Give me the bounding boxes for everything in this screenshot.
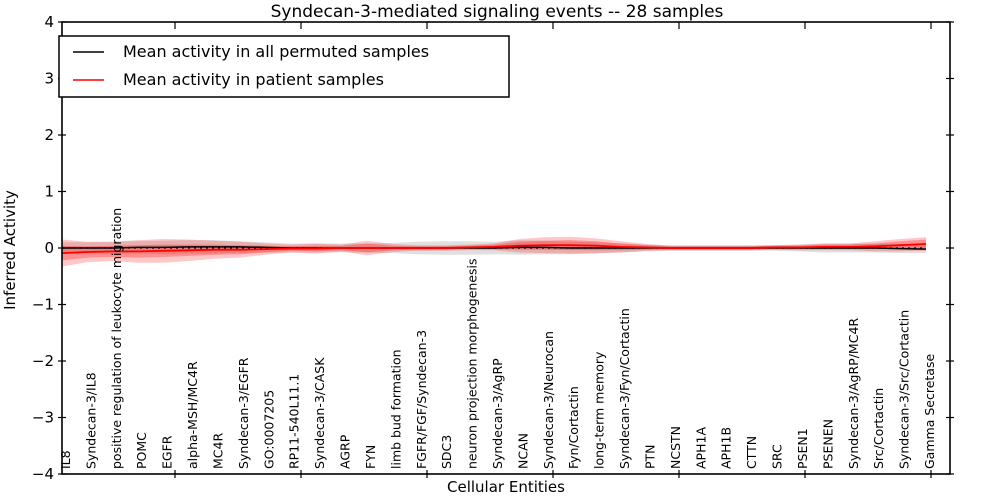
x-tick-label: CTTN <box>744 436 759 469</box>
y-tick-label: −2 <box>32 352 54 370</box>
x-tick-label: neuron projection morphogenesis <box>465 258 480 469</box>
mean-lines <box>61 243 927 254</box>
y-tick-label: −1 <box>32 296 54 314</box>
y-tick-label: 0 <box>44 239 54 257</box>
x-tick-label: Syndecan-3/IL8 <box>83 372 98 469</box>
legend-box <box>58 35 510 98</box>
y-axis-label: Inferred Activity <box>1 190 19 310</box>
x-axis-label: Cellular Entities <box>447 478 565 496</box>
x-tick-label: Syndecan-3/AgRP/MC4R <box>846 318 861 469</box>
x-tick-label: GO:0007205 <box>261 390 276 469</box>
x-tick-label: RP11-540L11.1 <box>287 374 302 469</box>
x-tick-label: PTN <box>643 444 658 469</box>
plot-frame <box>61 21 951 475</box>
confidence-bands <box>62 236 926 267</box>
x-tick-label: Src/Cortactin <box>871 388 886 469</box>
x-tick-label: positive regulation of leukocyte migrati… <box>109 208 124 469</box>
x-tick-label: POMC <box>134 432 149 469</box>
x-tick-label: APH1B <box>719 427 734 469</box>
legend: Mean activity in all permuted samples Me… <box>58 35 510 98</box>
x-tick-label: Syndecan-3/EGFR <box>236 357 251 469</box>
x-tick-label: Gamma Secretase <box>922 354 937 469</box>
y-tick-labels: 4 3 2 1 0 −1 −2 −3 −4 <box>32 13 54 483</box>
y-tick-label: −3 <box>32 409 54 427</box>
y-tick-label: 2 <box>44 126 54 144</box>
x-tick-label: FYN <box>363 445 378 469</box>
y-tick-label: 1 <box>44 183 54 201</box>
y-tick-label: 4 <box>44 13 54 31</box>
x-tick-label: AGRP <box>338 434 353 469</box>
x-tick-label: limb bud formation <box>388 349 403 469</box>
x-tick-label: long-term memory <box>592 351 607 469</box>
legend-label-patient: Mean activity in patient samples <box>123 70 384 89</box>
x-tick-label: FGFR/FGF/Syndecan-3 <box>414 330 429 469</box>
x-tick-label: NCSTN <box>668 426 683 469</box>
x-tick-label: SDC3 <box>439 435 454 469</box>
x-tick-label: Syndecan-3/AgRP <box>490 358 505 469</box>
x-tick-label: NCAN <box>515 433 530 469</box>
x-tick-label: Syndecan-3/Neurocan <box>541 331 556 469</box>
x-tick-label: APH1A <box>693 427 708 469</box>
x-tick-label: Fyn/Cortactin <box>566 386 581 469</box>
legend-label-permuted: Mean activity in all permuted samples <box>123 42 429 61</box>
x-tick-label: Syndecan-3/Fyn/Cortactin <box>617 308 632 469</box>
x-tick-label: EGFR <box>160 435 175 469</box>
x-tick-label: MC4R <box>211 433 226 469</box>
x-tick-label: IL8 <box>58 450 73 469</box>
chart-title: Syndecan-3-mediated signaling events -- … <box>271 2 724 22</box>
x-tick-label: SRC <box>770 444 785 469</box>
x-category-labels: IL8 Syndecan-3/IL8 positive regulation of … <box>58 208 937 469</box>
x-tick-label: Syndecan-3/CASK <box>312 357 327 469</box>
x-tick-label: PSENEN <box>820 419 835 469</box>
x-tick-label: Syndecan-3/Src/Cortactin <box>897 310 912 469</box>
x-tick-label: PSEN1 <box>795 428 810 469</box>
patient-band-outer <box>62 236 926 267</box>
patient-mean-line <box>61 243 927 254</box>
y-tick-label: 3 <box>44 70 54 88</box>
x-tick-label: alpha-MSH/MC4R <box>185 361 200 469</box>
y-tick-label: −4 <box>32 465 54 483</box>
